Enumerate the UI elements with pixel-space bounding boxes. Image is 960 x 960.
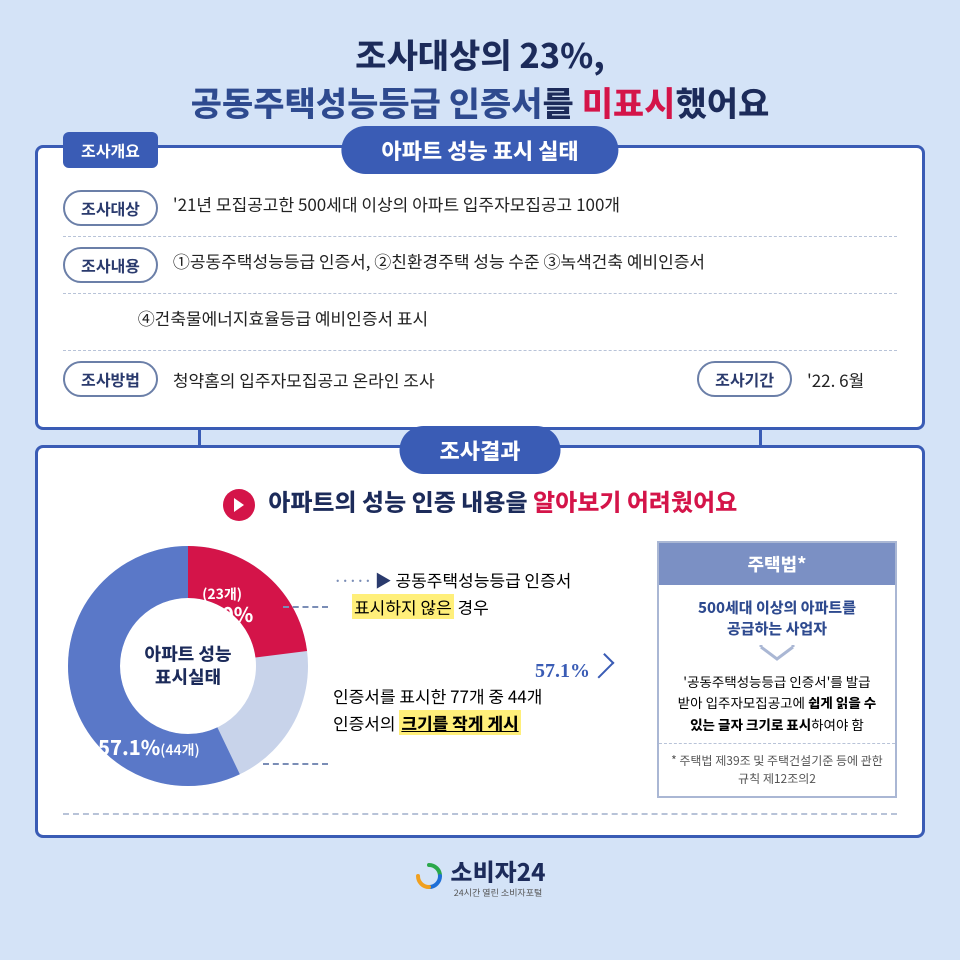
result-badge: 조사결과 — [400, 426, 561, 474]
law-sub-2: 공급하는 사업자 — [727, 618, 827, 639]
overview-row-target: 조사대상 '21년 모집공고한 500세대 이상의 아파트 입주자모집공고 10… — [63, 180, 897, 237]
donut-slice2-pct: 57.1% — [98, 732, 160, 761]
callout-2: 57.1% 인증서를 표시한 77개 중 44개 인증서의 크기를 작게 게시 — [333, 655, 637, 736]
law-sub: 500세대 이상의 아파트를 공급하는 사업자 — [659, 585, 895, 645]
donut-center-label: 아파트 성능 표시실태 — [145, 642, 232, 689]
logo-icon — [415, 862, 443, 890]
overview-text-content2: ④건축물에너지효율등급 예비인증서 표시 — [138, 304, 897, 331]
law-box: 주택법* 500세대 이상의 아파트를 공급하는 사업자 '공동주택성능등급 인… — [657, 541, 897, 799]
dots-icon: ····· — [333, 567, 371, 592]
overview-badge: 조사개요 — [63, 132, 158, 168]
result-body: 아파트 성능 표시실태 (23개) 23.0% 57.1%(44개) ·····… — [63, 541, 897, 799]
overview-label-content: 조사내용 — [63, 247, 158, 283]
title-line2-red: 미표시 — [582, 77, 676, 126]
result-card: 조사결과 아파트의 성능 인증 내용을 알아보기 어려웠어요 아파트 성능 표시… — [35, 445, 925, 838]
overview-header: 아파트 성능 표시 실태 — [341, 126, 618, 174]
result-title: 아파트의 성능 인증 내용을 알아보기 어려웠어요 — [63, 483, 897, 520]
overview-label-method: 조사방법 — [63, 361, 158, 397]
logo-sub: 24시간 열린 소비자포털 — [451, 886, 546, 899]
overview-label-target: 조사대상 — [63, 190, 158, 226]
callout1-post: 경우 — [454, 594, 489, 619]
callout2-ul: 크기를 작게 게시 — [399, 710, 520, 735]
callouts: ·····▶ 공동주택성능등급 인증서 표시하지 않은 경우 57.1% 인증서… — [333, 541, 637, 772]
footer-logo: 소비자24 24시간 열린 소비자포털 — [35, 853, 925, 899]
result-title-red: 알아보기 어려웠어요 — [533, 483, 737, 518]
overview-row-content: 조사내용 ①공동주택성능등급 인증서, ②친환경주택 성능 수준 ③녹색건축 예… — [63, 237, 897, 294]
overview-text-content: ①공동주택성능등급 인증서, ②친환경주택 성능 수준 ③녹색건축 예비인증서 — [173, 247, 897, 274]
overview-row-method: 조사방법 청약홈의 입주자모집공고 온라인 조사 조사기간 '22. 6월 — [63, 351, 897, 407]
triangle-icon: ▶ — [375, 567, 392, 592]
overview-text-period: '22. 6월 — [807, 366, 897, 393]
law-body: '공동주택성능등급 인증서'를 발급 받아 입주자모집공고에 쉽게 읽을 수 있… — [659, 663, 895, 745]
law-header: 주택법* — [659, 543, 895, 585]
donut-center-1: 아파트 성능 — [145, 640, 232, 666]
overview-card: 조사개요 아파트 성능 표시 실태 조사대상 '21년 모집공고한 500세대 … — [35, 145, 925, 430]
connector-line-1 — [283, 606, 328, 608]
law-body-quote: '공동주택성능등급 인증서'를 발급 — [683, 671, 870, 691]
title-line2-navy: 공동주택성능등급 인증서 — [191, 77, 543, 126]
callout2-line1: 인증서를 표시한 77개 중 44개 — [333, 683, 542, 708]
overview-label-period: 조사기간 — [697, 361, 792, 397]
donut-center-2: 표시실태 — [155, 664, 221, 690]
title-line2-dark: 를 — [543, 77, 582, 126]
logo-text-wrap: 소비자24 24시간 열린 소비자포털 — [451, 853, 546, 899]
page-title: 조사대상의 23%, 공동주택성능등급 인증서를 미표시했어요 — [35, 30, 925, 125]
divider — [63, 813, 897, 815]
title-line1: 조사대상의 23%, — [355, 29, 605, 78]
callout2-line2-pre: 인증서의 — [333, 710, 399, 735]
law-foot: * 주택법 제39조 및 주택건설기준 등에 관한 규칙 제12조의2 — [659, 744, 895, 796]
callout-1: ·····▶ 공동주택성능등급 인증서 표시하지 않은 경우 — [333, 566, 637, 620]
law-body-2: 받아 입주자모집공고에 — [678, 692, 808, 712]
title-line2-end: 했어요 — [675, 77, 769, 126]
callout1-pre: 공동주택성능등급 인증서 — [396, 567, 572, 592]
donut-slice2-label: 57.1%(44개) — [98, 732, 200, 761]
overview-text-target: '21년 모집공고한 500세대 이상의 아파트 입주자모집공고 100개 — [173, 190, 897, 217]
donut-slice1-label: (23개) 23.0% — [191, 586, 253, 627]
donut-slice2-count: (44개) — [160, 740, 199, 760]
callout1-hl: 표시하지 않은 — [352, 594, 454, 619]
donut-slice1-pct: 23.0% — [191, 599, 253, 628]
result-title-pre: 아파트의 성능 인증 내용을 — [268, 483, 533, 518]
arrow-right-icon — [223, 489, 255, 521]
law-body-bold2: 있는 글자 크기로 표시 — [690, 714, 811, 734]
logo-text: 소비자24 — [451, 853, 546, 888]
overview-row-content2: ---- ④건축물에너지효율등급 예비인증서 표시 — [63, 294, 897, 351]
connector-line-2 — [263, 763, 328, 765]
overview-text-method: 청약홈의 입주자모집공고 온라인 조사 — [173, 366, 682, 393]
law-body-post: 하여야 함 — [811, 714, 864, 734]
donut-chart: 아파트 성능 표시실태 (23개) 23.0% 57.1%(44개) — [63, 541, 313, 791]
down-arrow-icon — [659, 645, 895, 663]
law-sub-1: 500세대 이상의 아파트를 — [698, 597, 856, 618]
law-body-bold1: 쉽게 읽을 수 — [808, 692, 876, 712]
